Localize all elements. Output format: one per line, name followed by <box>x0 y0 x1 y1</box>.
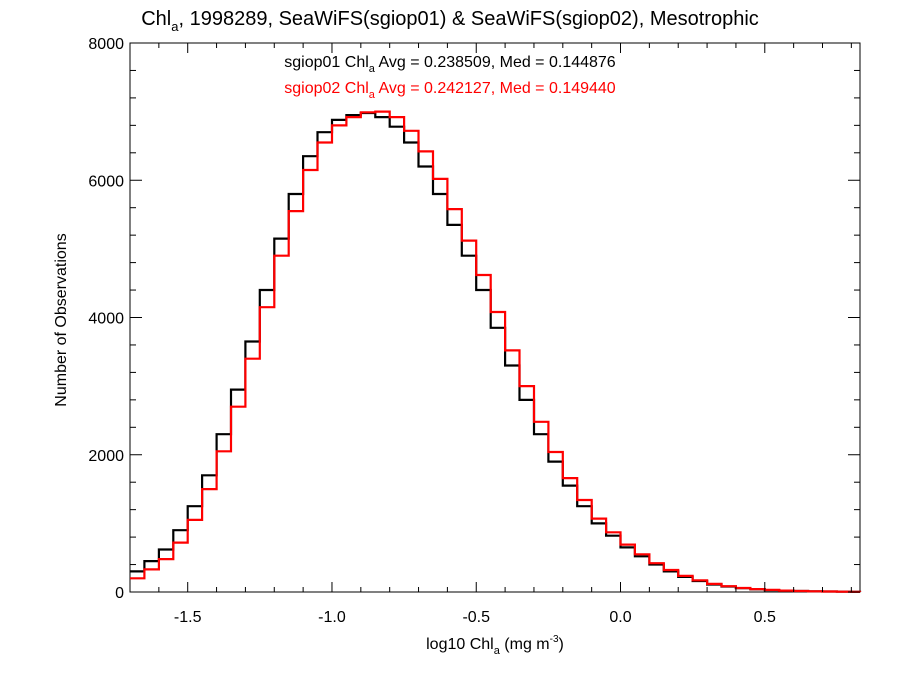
title-part2: , 1998289, SeaWiFS(sgiop01) & SeaWiFS(sg… <box>178 8 759 30</box>
y-tick-label: 4000 <box>88 311 124 328</box>
xlabel-mid: (mg m <box>499 636 550 653</box>
y-axis-label: Number of Observations <box>53 233 70 407</box>
xlabel-superscript: -3 <box>549 634 559 645</box>
stat1-subscript: a <box>368 63 375 75</box>
stat2-prefix: sgiop02 Chl <box>284 80 369 97</box>
series-line-sgiop02 <box>130 110 862 593</box>
x-tick-label: -1.0 <box>318 609 346 626</box>
stat-line-sgiop02: sgiop02 Chla Avg = 0.242127, Med = 0.149… <box>0 80 900 101</box>
series-layer <box>130 110 862 593</box>
stat2-subscript: a <box>368 89 375 101</box>
title-part1: Chl <box>141 8 172 30</box>
y-tick-label: 6000 <box>88 173 124 190</box>
stat2-suffix: Avg = 0.242127, Med = 0.149440 <box>374 80 616 97</box>
stat1-suffix: Avg = 0.238509, Med = 0.144876 <box>374 54 616 71</box>
x-axis-label: log10 Chla (mg m-3) <box>0 634 900 657</box>
stat1-prefix: sgiop01 Chl <box>284 54 369 71</box>
x-tick-label: -0.5 <box>462 609 490 626</box>
plot-frame <box>129 42 861 593</box>
plot-area <box>129 42 861 593</box>
xlabel-post: ) <box>558 636 564 653</box>
series-line-sgiop01 <box>130 111 862 593</box>
chart-title: Chla, 1998289, SeaWiFS(sgiop01) & SeaWiF… <box>0 8 900 34</box>
stat-line-sgiop01: sgiop01 Chla Avg = 0.238509, Med = 0.144… <box>0 54 900 75</box>
title-subscript: a <box>171 19 179 34</box>
x-tick-label: -1.5 <box>174 609 202 626</box>
y-tick-label: 8000 <box>88 36 124 53</box>
x-tick-label: 0.0 <box>609 609 631 626</box>
xlabel-subscript: a <box>493 645 500 657</box>
axes-layer: -1.5 -1.0 -0.5 0.0 0.5 0 2000 4000 6000 8000 <box>88 36 860 626</box>
y-tick-label: 0 <box>115 585 124 602</box>
x-tick-label: 0.5 <box>754 609 776 626</box>
y-tick-label: 2000 <box>88 448 124 465</box>
xlabel-pre: log10 Chl <box>426 636 494 653</box>
